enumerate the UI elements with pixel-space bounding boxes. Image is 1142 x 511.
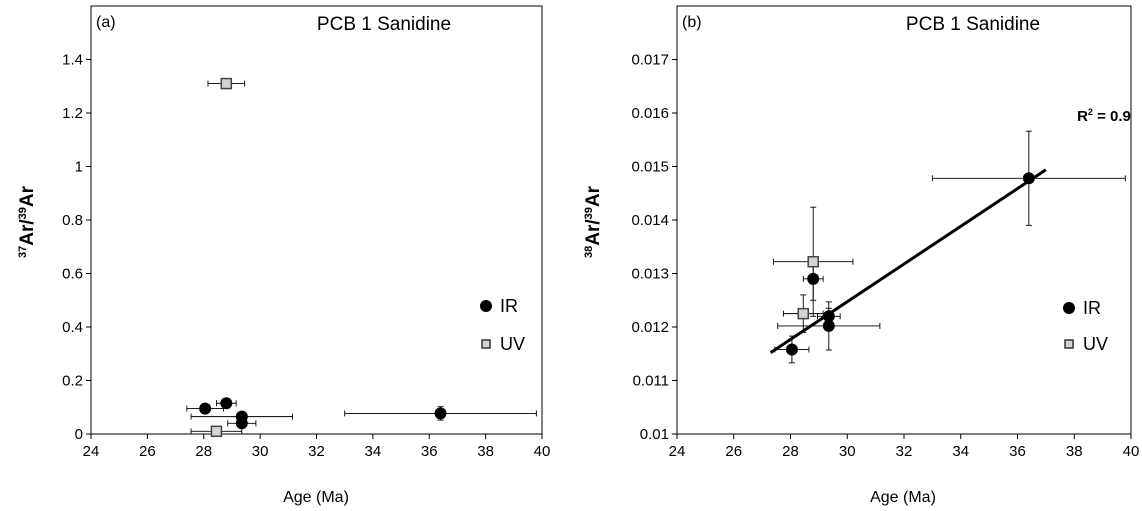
x-tick-label: 40 — [1123, 443, 1140, 460]
ir-data-point — [227, 417, 257, 430]
y-tick-label: 0.017 — [631, 52, 669, 69]
y-label-bottom-a: Ar — [17, 185, 38, 207]
x-tick-label: 36 — [421, 443, 438, 460]
chart-title-a: PCB 1 Sanidine — [317, 14, 451, 35]
uv-marker — [220, 77, 233, 90]
x-tick-label: 28 — [195, 443, 212, 460]
y-label-bottom-b: Ar — [583, 185, 604, 207]
uv-marker — [807, 255, 819, 268]
x-tick-label: 32 — [896, 443, 913, 460]
uv-marker — [797, 307, 810, 320]
y-tick-label: 0.01 — [640, 426, 669, 443]
y-tick-label: 0.014 — [631, 212, 669, 229]
legend-marker-ir-a — [480, 300, 492, 312]
y-tick-label: 0 — [75, 426, 83, 443]
y-label-isotope-bottom-b: 39 — [583, 207, 595, 219]
y-label-isotope-bottom-a: 39 — [17, 207, 29, 219]
x-tick-label: 36 — [1009, 443, 1026, 460]
ir-marker — [1022, 172, 1035, 185]
legend-label-uv-a: UV — [500, 334, 525, 354]
x-tick-label: 30 — [839, 443, 856, 460]
x-tick-label: 28 — [782, 443, 799, 460]
ir-marker — [199, 402, 212, 415]
ir-data-point — [774, 335, 810, 364]
chart-title-b: PCB 1 Sanidine — [906, 14, 1040, 35]
x-tick-label: 34 — [365, 443, 382, 460]
legend-marker-ir-b — [1063, 302, 1075, 314]
panel-label-a: (a) — [96, 14, 116, 31]
panel-b: (b) PCB 1 Sanidine 24 26 28 30 32 34 36 38 40 0.0… — [583, 5, 1139, 506]
legend-b: IR UV — [1063, 298, 1108, 354]
y-tick-label: 0.4 — [62, 319, 83, 336]
y-tick-label: 0.011 — [633, 373, 669, 390]
x-tick-label: 30 — [252, 443, 269, 460]
y-axis-label-b: 38Ar/39Ar — [583, 185, 604, 258]
legend-a: IR UV — [480, 296, 525, 354]
trendline-b — [769, 168, 1047, 354]
ir-data-point — [931, 130, 1126, 226]
ir-data-point — [215, 397, 237, 410]
ir-data-point — [186, 402, 224, 415]
axis-ticks-a: 24 26 28 30 32 34 36 38 40 0 0.2 0.4 0.6 0.8 1 1.2 1.4 — [62, 52, 550, 461]
x-tick-label: 26 — [725, 443, 742, 460]
uv-data-point — [207, 77, 246, 90]
ir-marker — [785, 343, 798, 356]
x-tick-label: 40 — [534, 443, 551, 460]
ir-marker — [434, 407, 447, 420]
y-tick-label: 0.6 — [62, 266, 83, 283]
y-tick-label: 1.2 — [62, 105, 83, 122]
uv-data-point — [782, 294, 824, 333]
x-axis-label-a: Age (Ma) — [283, 489, 349, 506]
plot-frame-b — [676, 5, 1132, 435]
y-tick-label: 0.8 — [62, 212, 83, 229]
y-label-isotope-top-b: 38 — [583, 246, 595, 258]
x-tick-label: 32 — [308, 443, 325, 460]
r-squared-value: = 0.9 — [1093, 108, 1131, 125]
x-tick-label: 34 — [952, 443, 969, 460]
y-tick-label: 0.012 — [631, 319, 669, 336]
y-label-top-b: Ar/ — [583, 219, 604, 246]
legend-marker-uv-a — [481, 339, 491, 349]
ir-data-point — [777, 301, 881, 351]
y-tick-label: 1.4 — [62, 52, 83, 69]
y-tick-label: 0.013 — [631, 266, 669, 283]
r-squared-annotation: R2 = 0.9 — [1077, 107, 1131, 125]
data-points-b — [773, 130, 1126, 364]
x-tick-label: 38 — [477, 443, 494, 460]
y-tick-label: 0.016 — [631, 105, 669, 122]
x-tick-label: 38 — [1066, 443, 1083, 460]
x-axis-label-b: Age (Ma) — [870, 489, 936, 506]
r-squared-exponent: 2 — [1088, 107, 1093, 117]
uv-data-point — [190, 425, 243, 438]
y-tick-label: 1 — [75, 159, 83, 176]
axis-ticks-b: 24 26 28 30 32 34 36 38 40 0.01 0.011 0.012 0.013 0.0… — [631, 52, 1139, 461]
x-tick-label: 24 — [83, 443, 100, 460]
data-points-a — [186, 77, 537, 438]
panel-label-b: (b) — [682, 14, 702, 31]
legend-label-ir-a: IR — [500, 296, 518, 316]
y-label-isotope-top-a: 37 — [17, 246, 29, 258]
r-squared-label: R — [1077, 108, 1088, 125]
ir-marker — [220, 397, 233, 410]
plot-frame-a — [90, 5, 543, 435]
y-tick-label: 0.2 — [62, 373, 83, 390]
uv-marker — [210, 425, 223, 438]
x-tick-label: 24 — [669, 443, 686, 460]
panel-a: (a) PCB 1 Sanidine 24 26 28 30 32 34 36 38 40 0 0.… — [17, 5, 550, 506]
legend-label-ir-b: IR — [1083, 298, 1101, 318]
y-label-top-a: Ar/ — [17, 219, 38, 246]
y-tick-label: 0.015 — [631, 159, 669, 176]
ir-data-point — [344, 406, 537, 421]
x-tick-label: 26 — [139, 443, 156, 460]
uv-data-point — [773, 206, 854, 317]
legend-marker-uv-b — [1064, 339, 1074, 349]
y-axis-label-a: 37Ar/39Ar — [17, 185, 38, 258]
ir-marker — [235, 417, 248, 430]
ir-marker — [822, 319, 835, 332]
legend-label-uv-b: UV — [1083, 334, 1108, 354]
